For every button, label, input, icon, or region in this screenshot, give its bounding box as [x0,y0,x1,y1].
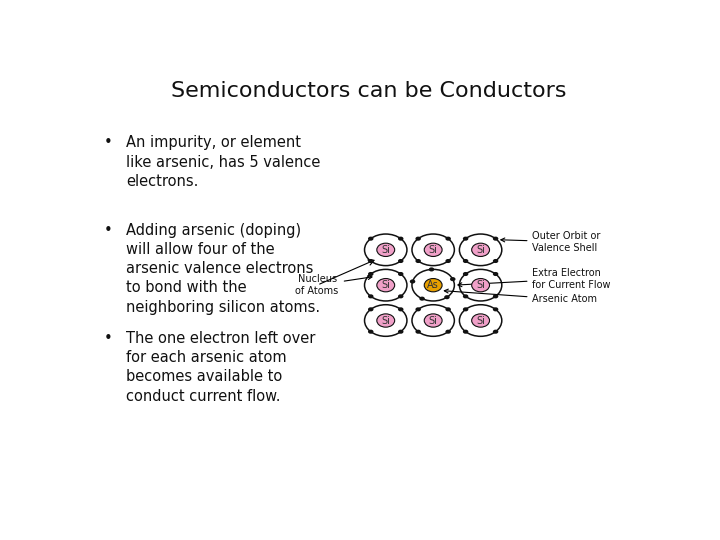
Circle shape [450,277,456,281]
Circle shape [377,314,395,327]
Text: Si: Si [382,315,390,326]
Text: Si: Si [382,245,390,255]
Circle shape [377,279,395,292]
Circle shape [446,307,451,312]
Circle shape [459,269,502,301]
Text: Semiconductors can be Conductors: Semiconductors can be Conductors [171,82,567,102]
Circle shape [492,329,498,334]
Circle shape [415,237,421,241]
Circle shape [463,294,469,299]
Circle shape [459,234,502,266]
Text: Si: Si [382,280,390,290]
Circle shape [398,237,403,241]
Circle shape [492,294,498,299]
Circle shape [446,329,451,334]
Circle shape [368,307,374,312]
Circle shape [398,307,403,312]
Circle shape [412,269,454,301]
Text: Si: Si [476,280,485,290]
Circle shape [472,314,490,327]
Text: An impurity, or element
like arsenic, has 5 valence
electrons.: An impurity, or element like arsenic, ha… [126,136,320,189]
Circle shape [368,259,374,263]
Circle shape [364,305,407,336]
Text: Extra Electron
for Current Flow: Extra Electron for Current Flow [458,268,611,289]
Circle shape [419,296,425,301]
Circle shape [492,307,498,312]
Circle shape [412,305,454,336]
Circle shape [472,243,490,256]
Circle shape [415,307,421,312]
Circle shape [410,279,415,284]
Circle shape [398,259,403,263]
Text: The one electron left over
for each arsenic atom
becomes available to
conduct cu: The one electron left over for each arse… [126,331,315,403]
Text: Si: Si [428,245,438,255]
Circle shape [424,279,442,292]
Circle shape [424,314,442,327]
Text: As: As [427,280,439,290]
Circle shape [463,272,469,276]
Circle shape [364,234,407,266]
Circle shape [492,237,498,241]
Circle shape [463,259,469,263]
Circle shape [446,259,451,263]
Circle shape [463,307,469,312]
Text: Adding arsenic (doping)
will allow four of the
arsenic valence electrons
to bond: Adding arsenic (doping) will allow four … [126,223,320,315]
Circle shape [492,272,498,276]
Circle shape [368,237,374,241]
Text: Outer Orbit or
Valence Shell: Outer Orbit or Valence Shell [501,231,601,253]
Circle shape [415,329,421,334]
Circle shape [444,295,450,299]
Circle shape [398,329,403,334]
Text: •: • [104,331,113,346]
Text: •: • [104,136,113,151]
Circle shape [368,294,374,299]
Circle shape [377,243,395,256]
Circle shape [368,272,374,276]
Text: •: • [104,223,113,238]
Circle shape [463,237,469,241]
Text: Si: Si [428,315,438,326]
Circle shape [415,259,421,263]
Circle shape [472,279,490,292]
Text: Si: Si [476,315,485,326]
Circle shape [428,267,434,272]
Circle shape [492,259,498,263]
Text: Si: Si [476,245,485,255]
Circle shape [446,237,451,241]
Circle shape [368,329,374,334]
Text: Nucleus
of Atoms: Nucleus of Atoms [295,274,372,296]
Circle shape [398,294,403,299]
Circle shape [463,329,469,334]
Circle shape [459,305,502,336]
Text: Arsenic Atom: Arsenic Atom [444,289,598,305]
Circle shape [364,269,407,301]
Circle shape [398,272,403,276]
Circle shape [424,243,442,256]
Circle shape [412,234,454,266]
